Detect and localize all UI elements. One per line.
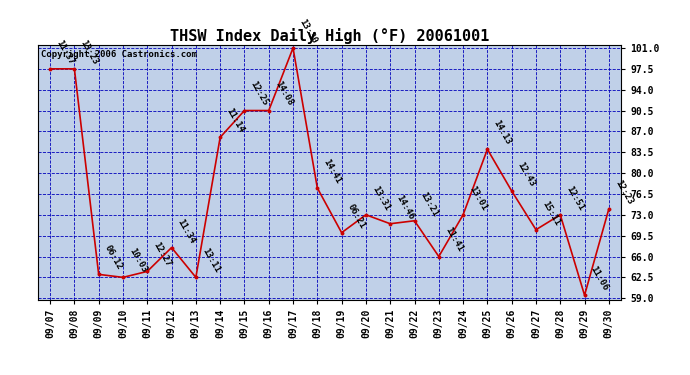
Text: 15:11: 15:11 — [540, 199, 562, 227]
Text: 06:21: 06:21 — [346, 202, 367, 230]
Text: 12:27: 12:27 — [151, 241, 172, 268]
Text: 06:12: 06:12 — [103, 244, 124, 272]
Text: 11:37: 11:37 — [55, 38, 75, 66]
Text: 13:01: 13:01 — [467, 184, 489, 212]
Title: THSW Index Daily High (°F) 20061001: THSW Index Daily High (°F) 20061001 — [170, 28, 489, 44]
Text: 13:21: 13:21 — [419, 190, 440, 218]
Text: 10:03: 10:03 — [127, 247, 148, 274]
Text: 13:30: 13:30 — [297, 17, 318, 45]
Text: 14:08: 14:08 — [273, 80, 294, 108]
Text: 11:14: 11:14 — [224, 107, 246, 135]
Text: 12:51: 12:51 — [564, 184, 586, 212]
Text: 14:46: 14:46 — [395, 193, 415, 221]
Text: 11:41: 11:41 — [443, 226, 464, 254]
Text: Copyright 2006 Castronics.com: Copyright 2006 Castronics.com — [41, 50, 197, 59]
Text: 12:43: 12:43 — [516, 160, 537, 188]
Text: 14:41: 14:41 — [322, 158, 343, 185]
Text: 13:11: 13:11 — [200, 247, 221, 274]
Text: 13:31: 13:31 — [370, 184, 391, 212]
Text: 14:13: 14:13 — [491, 119, 513, 147]
Text: 12:23: 12:23 — [613, 178, 634, 206]
Text: 11:06: 11:06 — [589, 265, 610, 292]
Text: 11:34: 11:34 — [176, 217, 197, 245]
Text: 12:25: 12:25 — [248, 80, 270, 108]
Text: 13:23: 13:23 — [79, 38, 100, 66]
